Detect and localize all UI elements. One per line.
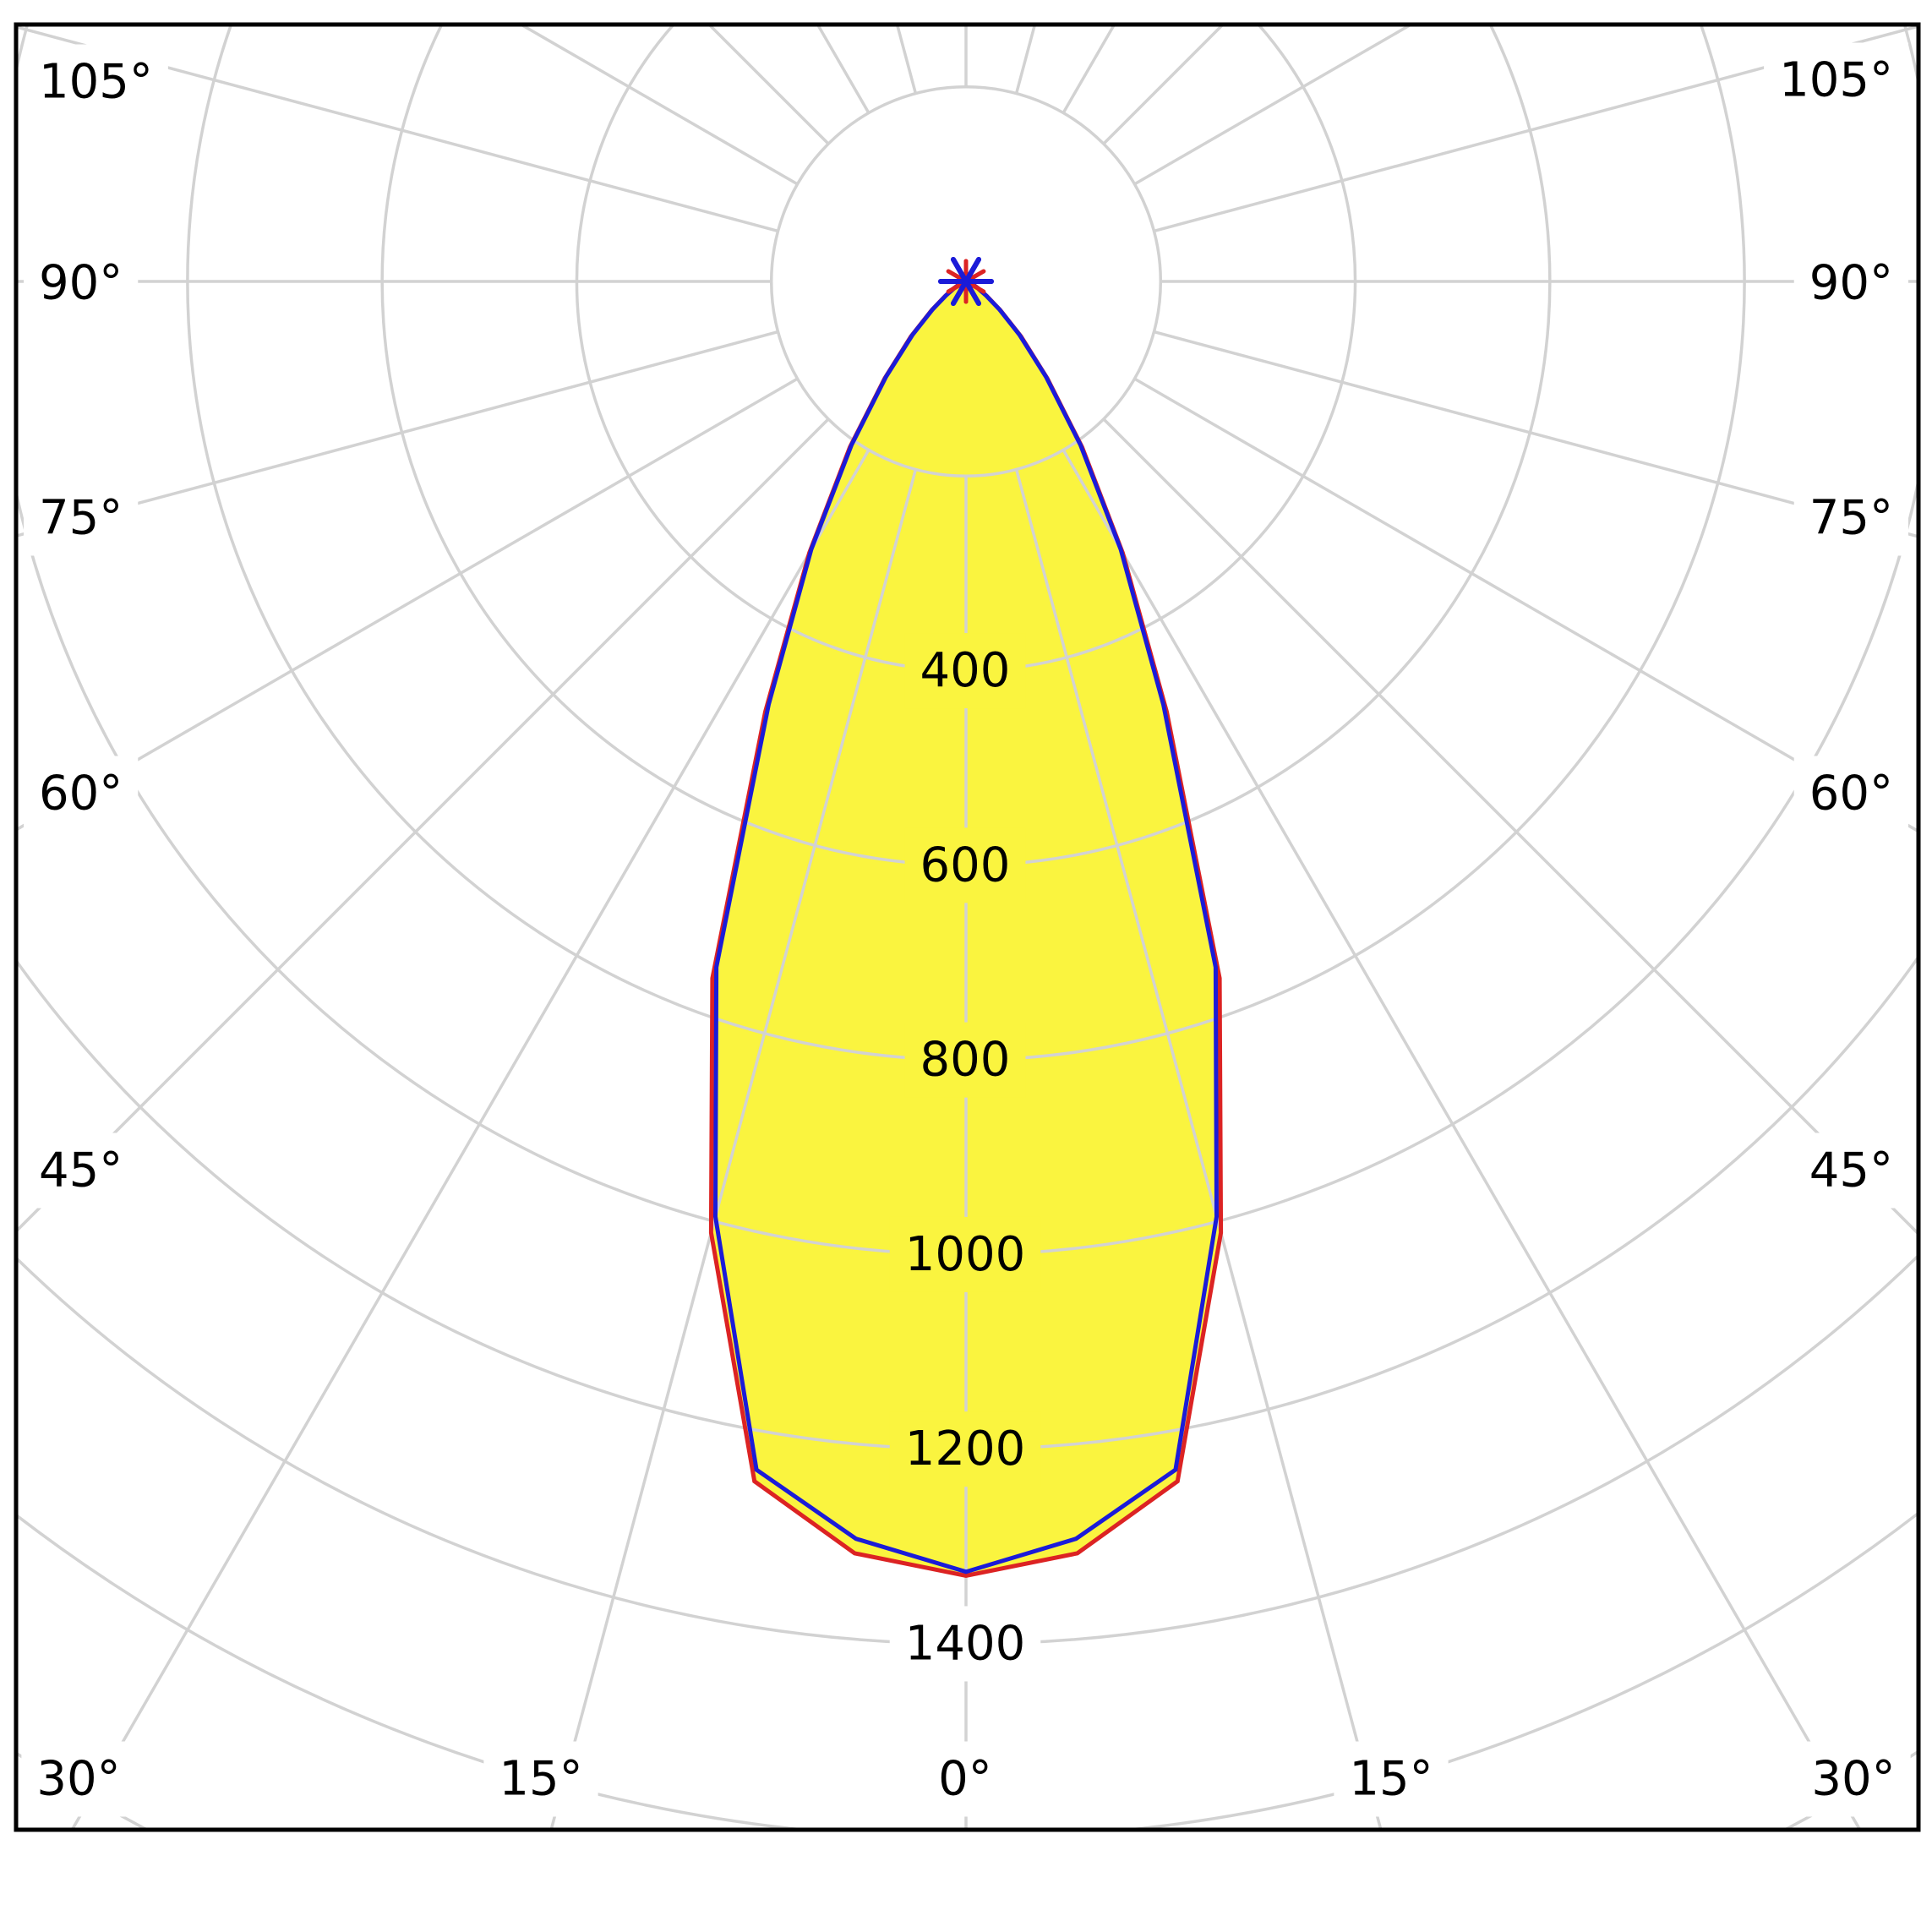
label-mask <box>889 1411 1041 1487</box>
grid-ray <box>1102 418 1918 1236</box>
grid-ray <box>1133 25 1415 186</box>
label-mask <box>24 245 139 321</box>
grid-ray <box>1014 468 1383 1830</box>
angle-tick-label: 75° <box>39 491 123 546</box>
label-mask <box>24 44 168 120</box>
label-mask <box>483 1741 598 1817</box>
grid-ray <box>1133 377 1918 833</box>
label-mask <box>21 1741 136 1817</box>
label-mask <box>1793 1132 1908 1209</box>
label-mask <box>1334 1741 1449 1817</box>
angle-tick-label: 75° <box>1809 491 1893 546</box>
label-mask <box>923 1741 1007 1817</box>
label-mask <box>1793 756 1908 832</box>
label-mask <box>889 1216 1041 1292</box>
label-mask <box>904 633 1026 709</box>
angle-tick-label: 60° <box>1809 767 1893 821</box>
angle-tick-label: 30° <box>36 1752 120 1807</box>
grid-ray <box>16 418 830 1234</box>
grid-ray <box>1153 330 1918 538</box>
angle-tick-label: 105° <box>39 55 153 110</box>
radial-tick-label: 1400 <box>905 1616 1026 1671</box>
radial-tick-label: 1000 <box>905 1227 1026 1282</box>
angle-tick-label: 15° <box>1349 1752 1433 1807</box>
label-mask <box>904 827 1026 903</box>
angle-tick-label: 0° <box>938 1752 992 1807</box>
label-mask <box>24 480 139 556</box>
angle-tick-label: 90° <box>1809 256 1893 311</box>
label-mask <box>24 1132 139 1209</box>
grid-ray <box>16 25 779 233</box>
angle-tick-label: 45° <box>39 1143 123 1198</box>
grid-ray <box>16 330 779 538</box>
label-mask <box>1764 42 1908 118</box>
label-mask <box>1796 1741 1911 1817</box>
label-mask <box>889 1606 1041 1682</box>
label-mask <box>1793 480 1908 556</box>
angle-tick-label: 15° <box>499 1752 582 1807</box>
plot-border <box>14 22 1921 1832</box>
grid-ray <box>1153 25 1918 233</box>
angle-tick-label: 60° <box>39 767 123 821</box>
tick-labels: 105° 90° 75° 60° 45° 30° 15° 0° 15° 30° 45° 60° 75° 9… <box>21 42 1911 1817</box>
angle-tick-label: 90° <box>39 256 123 311</box>
label-mask <box>24 756 139 832</box>
radial-tick-label: 1200 <box>905 1422 1026 1476</box>
grid-ray <box>16 377 799 832</box>
radial-tick-label: 400 <box>920 643 1011 698</box>
angle-tick-label: 105° <box>1779 53 1893 108</box>
radial-tick-label: 600 <box>920 838 1011 892</box>
grid-ray <box>549 468 918 1830</box>
radial-tick-label: 800 <box>920 1033 1011 1088</box>
grid-ray <box>517 25 799 186</box>
label-mask <box>1793 245 1908 321</box>
origin-marker-blue-star <box>938 257 994 306</box>
label-mask <box>904 1022 1026 1098</box>
angle-tick-label: 30° <box>1811 1752 1895 1807</box>
angle-tick-label: 45° <box>1809 1143 1893 1198</box>
